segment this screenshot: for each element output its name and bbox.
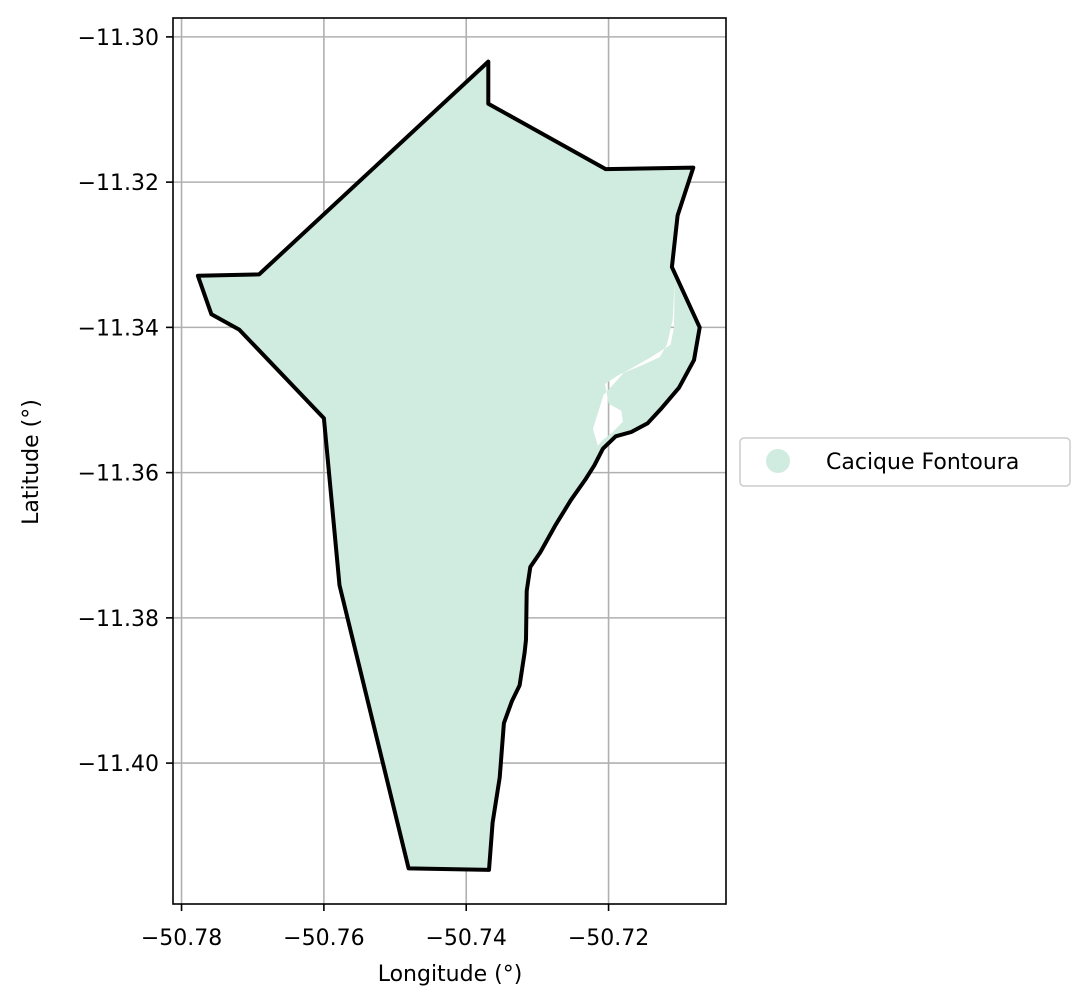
axis-ticks: −50.78 −50.76 −50.74 −50.72 −11.30 −11.32 −11.… [78,26,650,951]
legend-label: Cacique Fontoura [826,450,1019,475]
x-tick-label: −50.72 [568,926,649,951]
legend-marker [766,449,790,473]
y-tick-label: −11.40 [78,752,159,777]
x-tick-label: −50.74 [426,926,507,951]
axes-frame [172,17,727,905]
y-tick-label: −11.34 [78,316,159,341]
x-tick-label: −50.76 [283,926,364,951]
region-fill [197,61,700,870]
y-tick-label: −11.38 [78,607,159,632]
region-layer [195,59,702,872]
y-axis-label: Latitude (°) [19,399,44,525]
region-boundary [195,59,702,872]
y-tick-label: −11.32 [78,171,159,196]
y-tick-label: −11.30 [78,26,159,51]
legend-box [739,437,1071,487]
legend: Cacique Fontoura [739,437,1071,487]
y-tick-label: −11.36 [78,462,159,487]
x-axis-label: Longitude (°) [378,962,523,987]
x-tick-label: −50.78 [141,926,222,951]
